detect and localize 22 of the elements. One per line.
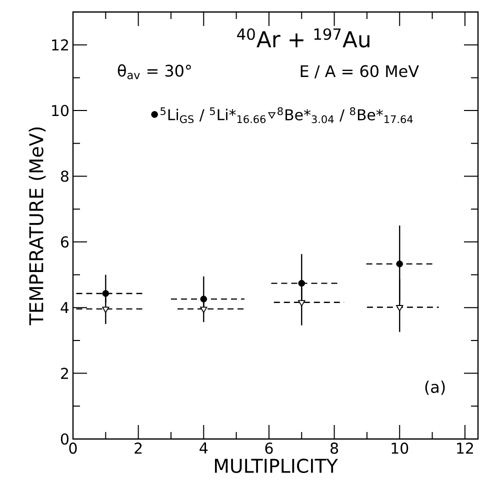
legend-label: $^{8}$Be*$_{3.04}$ / $^{8}$Be*$_{17.64}$ <box>278 107 413 124</box>
x-tick-label: 8 <box>330 442 338 454</box>
y-tick-label: 6 <box>61 236 69 248</box>
x-tick-label: 10 <box>392 442 408 454</box>
x-tick-label: 12 <box>457 442 473 454</box>
annotation: E / A = 60 MeV <box>300 65 419 78</box>
x-tick-label: 0 <box>69 442 77 454</box>
x-tick-label: 4 <box>200 442 208 454</box>
annotation: θ$_{av}$ = 30° <box>118 64 191 80</box>
legend-label: $^{5}$Li$_{GS}$ / $^{5}$Li*$_{16.66}$ <box>160 107 266 124</box>
y-axis-title: TEMPERATURE (MeV) <box>28 127 46 326</box>
y-tick-label: 2 <box>61 368 68 379</box>
y-tick-label: 8 <box>60 170 68 182</box>
text: $^{40}$Ar + $^{197}$Au <box>237 28 370 48</box>
y-tick-label: 12 <box>52 39 68 50</box>
annotation: (a) <box>425 380 445 395</box>
x-tick-label: 2 <box>134 442 142 454</box>
y-tick-label: 4 <box>60 302 69 314</box>
y-tick-label: 0 <box>60 433 68 445</box>
x-tick-label: 6 <box>265 442 273 454</box>
y-tick-label: 10 <box>52 104 68 116</box>
x-axis-title: MULTIPLICITY <box>214 458 338 473</box>
